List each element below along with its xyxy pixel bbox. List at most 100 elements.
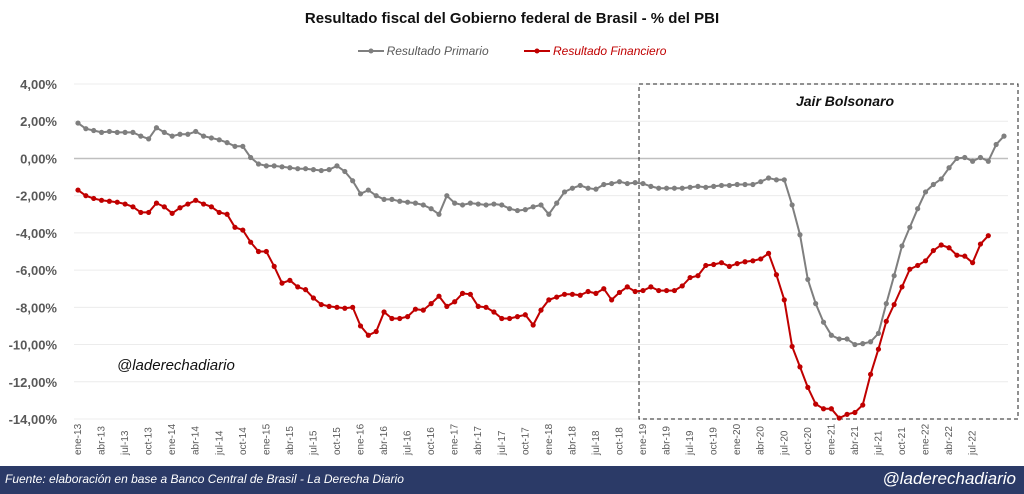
y-tick-label: 2,00%	[20, 114, 57, 129]
data-point-primario	[91, 127, 97, 134]
x-tick-label: oct-16	[426, 427, 437, 455]
data-point-financiero	[946, 245, 952, 251]
data-point-primario	[773, 177, 780, 183]
data-point-financiero	[295, 284, 301, 290]
data-point-primario	[475, 201, 481, 207]
data-point-primario	[318, 167, 324, 174]
data-point-primario	[248, 154, 254, 161]
data-point-primario	[193, 128, 199, 135]
data-point-financiero	[687, 274, 693, 281]
data-point-financiero	[899, 284, 905, 290]
data-point-financiero	[146, 209, 152, 216]
data-point-financiero	[907, 266, 913, 272]
data-point-primario	[350, 178, 356, 184]
data-point-financiero	[334, 304, 340, 310]
data-point-primario	[546, 211, 552, 217]
data-point-primario	[758, 179, 764, 185]
data-point-primario	[593, 186, 599, 192]
y-axis-ticks: 4,00% 2,00% 0,00% -2,00% -4,00% -6,00% -8,00% -…	[9, 77, 58, 427]
data-point-financiero	[530, 322, 536, 328]
data-point-primario	[577, 182, 583, 189]
data-point-primario	[452, 200, 458, 206]
data-point-financiero	[130, 204, 136, 210]
data-point-financiero	[789, 343, 795, 350]
data-point-financiero	[459, 290, 466, 296]
data-point-financiero	[169, 210, 175, 216]
data-point-primario	[977, 154, 984, 161]
footer-handle: @laderechadiario	[882, 469, 1016, 488]
data-point-financiero	[255, 248, 262, 255]
data-point-primario	[828, 332, 834, 338]
data-point-primario	[263, 163, 269, 169]
data-point-primario	[734, 181, 740, 188]
data-point-primario	[444, 193, 450, 199]
x-tick-label: oct-17	[520, 427, 531, 455]
data-point-primario	[671, 185, 678, 191]
data-point-financiero	[98, 197, 105, 203]
data-point-primario	[295, 166, 301, 172]
x-tick-label: jul-18	[591, 430, 602, 456]
data-point-financiero	[302, 287, 309, 293]
data-point-primario	[381, 196, 387, 202]
data-point-financiero	[616, 289, 623, 296]
data-point-financiero	[601, 286, 607, 292]
x-tick-label: ene-22	[921, 423, 932, 455]
data-point-financiero	[703, 262, 709, 269]
data-point-primario	[836, 336, 842, 342]
data-point-primario	[946, 165, 952, 171]
data-point-financiero	[436, 293, 442, 299]
data-point-financiero	[671, 287, 678, 294]
data-point-financiero	[805, 384, 811, 390]
x-axis-ticks: ene-13 abr-13 jul-13 oct-13 ene-14 abr-14 jul-…	[73, 423, 979, 456]
data-point-financiero	[734, 260, 740, 267]
data-point-primario	[507, 206, 513, 212]
data-point-primario	[302, 166, 309, 172]
data-point-primario	[742, 181, 748, 188]
x-tick-label: jul-20	[779, 430, 790, 456]
data-point-financiero	[569, 291, 575, 297]
x-tick-label: oct-20	[803, 427, 814, 455]
data-point-primario	[569, 185, 575, 191]
source-note: Fuente: elaboración en base a Banco Cent…	[5, 472, 404, 486]
data-point-financiero	[122, 201, 128, 207]
x-tick-label: jul-17	[497, 430, 508, 456]
x-tick-label: oct-18	[614, 427, 625, 455]
x-tick-label: ene-19	[638, 423, 649, 455]
data-point-primario	[122, 129, 128, 135]
data-point-financiero	[263, 248, 269, 255]
data-point-primario	[718, 182, 725, 189]
y-tick-label: -8,00%	[16, 300, 58, 315]
data-point-primario	[114, 129, 120, 135]
data-point-primario	[83, 126, 89, 132]
data-point-primario	[334, 163, 340, 169]
data-point-primario	[98, 129, 105, 135]
data-point-primario	[852, 341, 858, 348]
x-tick-label: jul-21	[873, 430, 884, 456]
data-point-primario	[200, 133, 207, 139]
data-point-financiero	[656, 287, 662, 294]
data-point-financiero	[357, 323, 364, 329]
data-point-primario	[820, 319, 827, 325]
data-point-financiero	[624, 284, 630, 290]
x-tick-label: ene-15	[261, 423, 272, 455]
x-tick-label: jul-13	[120, 430, 131, 456]
data-point-financiero	[287, 277, 293, 283]
data-point-financiero	[420, 307, 426, 313]
data-point-primario	[287, 165, 293, 171]
data-point-primario	[1001, 133, 1007, 139]
data-point-financiero	[224, 211, 230, 217]
x-tick-label: abr-21	[850, 426, 861, 455]
x-tick-label: ene-14	[167, 423, 178, 455]
data-point-primario	[609, 180, 615, 187]
x-tick-label: ene-21	[826, 423, 837, 455]
data-point-primario	[169, 133, 175, 139]
data-point-financiero	[83, 193, 89, 199]
data-point-financiero	[91, 195, 97, 202]
data-point-financiero	[75, 187, 81, 193]
y-tick-label: 4,00%	[20, 77, 57, 92]
x-tick-label: abr-20	[756, 426, 767, 455]
data-point-financiero	[350, 304, 356, 310]
data-point-primario	[922, 189, 929, 195]
data-point-primario	[640, 180, 646, 187]
data-point-primario	[993, 141, 999, 148]
